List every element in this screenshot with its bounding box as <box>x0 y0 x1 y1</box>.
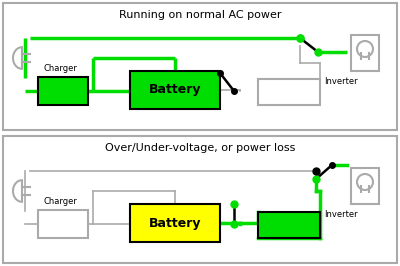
Text: Battery: Battery <box>149 84 201 97</box>
Bar <box>258 212 320 238</box>
Bar <box>258 79 320 105</box>
Bar <box>130 71 220 109</box>
Text: Battery: Battery <box>149 217 201 230</box>
Bar <box>351 35 379 71</box>
Text: Inverter: Inverter <box>324 77 358 86</box>
Bar <box>38 210 88 238</box>
Text: Running on normal AC power: Running on normal AC power <box>119 10 281 20</box>
Bar <box>351 168 379 204</box>
Bar <box>130 204 220 242</box>
Text: Inverter: Inverter <box>324 210 358 219</box>
Bar <box>38 77 88 105</box>
Text: Over/Under-voltage, or power loss: Over/Under-voltage, or power loss <box>105 143 295 153</box>
Text: Charger: Charger <box>43 197 77 206</box>
Text: Charger: Charger <box>43 64 77 73</box>
